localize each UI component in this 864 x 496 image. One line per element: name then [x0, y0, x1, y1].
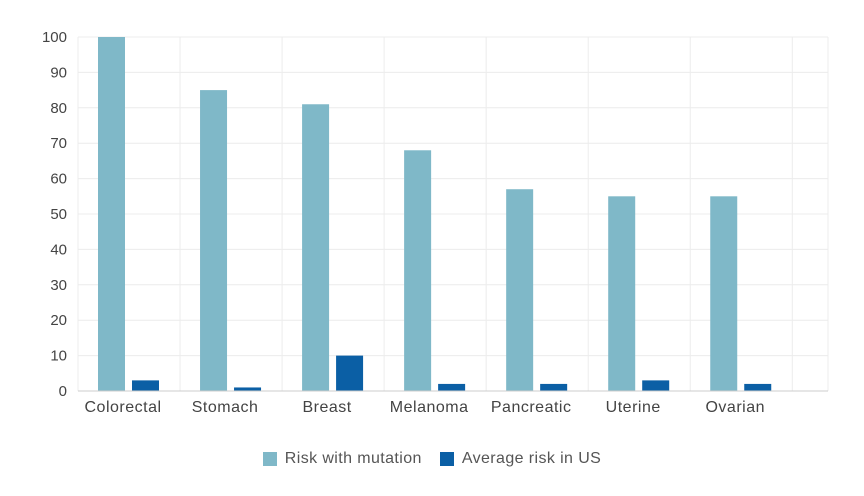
y-tick-label: 60 — [50, 171, 67, 188]
bar-average-risk-in-us-ovarian[interactable] — [744, 383, 772, 391]
legend: Risk with mutation Average risk in US — [0, 450, 864, 468]
x-tick-label: Ovarian — [705, 399, 765, 416]
x-tick-label: Breast — [302, 399, 351, 416]
bars — [98, 37, 772, 391]
bar-average-risk-in-us-stomach[interactable] — [234, 387, 262, 391]
x-tick-label: Pancreatic — [491, 399, 572, 416]
x-axis-labels: Colorectal Stomach Breast Melanoma Pancreati… — [85, 399, 765, 416]
bar-risk-with-mutation-stomach[interactable] — [200, 90, 228, 391]
x-tick-label: Colorectal — [85, 399, 162, 416]
legend-label-risk-with-mutation: Risk with mutation — [284, 450, 422, 467]
bar-average-risk-in-us-melanoma[interactable] — [438, 383, 466, 391]
bar-risk-with-mutation-melanoma[interactable] — [404, 150, 432, 391]
bar-chart: 0 10 20 30 40 50 60 70 80 90 100 Colorectal Stomach… — [42, 29, 829, 416]
legend-swatch-average-risk-in-us — [439, 452, 454, 466]
y-tick-label: 90 — [50, 64, 67, 81]
bar-average-risk-in-us-colorectal[interactable] — [132, 380, 159, 391]
bar-risk-with-mutation-pancreatic[interactable] — [506, 189, 534, 391]
x-tick-label: Stomach — [192, 399, 259, 416]
bar-risk-with-mutation-breast[interactable] — [302, 104, 330, 391]
legend-item-risk-with-mutation[interactable]: Risk with mutation — [262, 450, 422, 468]
bar-risk-with-mutation-uterine[interactable] — [608, 196, 636, 391]
bar-risk-with-mutation-ovarian[interactable] — [710, 196, 738, 391]
bar-average-risk-in-us-pancreatic[interactable] — [540, 383, 568, 391]
x-tick-label: Uterine — [606, 399, 661, 416]
x-tick-label: Melanoma — [390, 399, 469, 416]
legend-swatch-risk-with-mutation — [262, 452, 277, 466]
y-axis-ticks: 0 10 20 30 40 50 60 70 80 90 100 — [42, 29, 67, 400]
y-tick-label: 80 — [50, 100, 67, 117]
y-tick-label: 10 — [50, 348, 67, 365]
y-tick-label: 70 — [50, 135, 67, 152]
bar-average-risk-in-us-uterine[interactable] — [642, 380, 670, 391]
y-tick-label: 30 — [50, 277, 67, 294]
legend-item-average-risk-in-us[interactable]: Average risk in US — [439, 450, 602, 468]
y-tick-label: 50 — [50, 206, 67, 223]
bar-risk-with-mutation-colorectal[interactable] — [98, 37, 125, 391]
y-tick-label: 100 — [42, 29, 67, 46]
bar-average-risk-in-us-breast[interactable] — [336, 355, 364, 391]
legend-label-average-risk-in-us: Average risk in US — [461, 450, 602, 467]
y-tick-label: 20 — [50, 312, 67, 329]
y-tick-label: 0 — [59, 383, 67, 400]
y-tick-label: 40 — [50, 241, 67, 258]
